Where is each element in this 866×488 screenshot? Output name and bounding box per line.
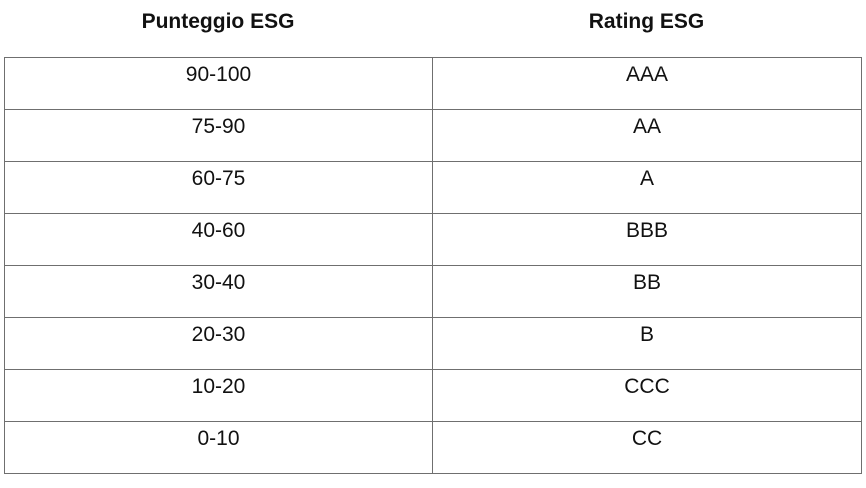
rating-cell: CC xyxy=(432,421,862,474)
score-value: 60-75 xyxy=(191,167,246,190)
rating-value: AAA xyxy=(625,63,669,86)
score-cell: 40-60 xyxy=(4,213,433,266)
score-cell: 30-40 xyxy=(4,265,433,318)
rating-cell: A xyxy=(432,161,862,214)
rating-cell: B xyxy=(432,317,862,370)
score-value: 30-40 xyxy=(191,271,246,294)
rating-value: BB xyxy=(632,271,661,294)
score-cell: 75-90 xyxy=(4,109,433,162)
esg-rating-table: 90-100 AAA 75-90 AA 60-75 A 40-60 BBB 30… xyxy=(4,57,862,474)
rating-cell: BBB xyxy=(432,213,862,266)
table-row: 10-20 CCC xyxy=(4,369,862,422)
table-row: 60-75 A xyxy=(4,161,862,214)
table-row: 75-90 AA xyxy=(4,109,862,162)
score-cell: 10-20 xyxy=(4,369,433,422)
rating-cell: AA xyxy=(432,109,862,162)
table-row: 90-100 AAA xyxy=(4,57,862,110)
table-header: Punteggio ESG Rating ESG xyxy=(4,0,861,57)
header-punteggio-esg: Punteggio ESG xyxy=(141,10,295,33)
rating-cell: BB xyxy=(432,265,862,318)
score-value: 40-60 xyxy=(191,219,246,242)
score-cell: 0-10 xyxy=(4,421,433,474)
rating-cell: AAA xyxy=(432,57,862,110)
score-value: 75-90 xyxy=(191,115,246,138)
table-row: 0-10 CC xyxy=(4,421,862,474)
table-row: 20-30 B xyxy=(4,317,862,370)
rating-value: CC xyxy=(631,427,663,450)
score-cell: 90-100 xyxy=(4,57,433,110)
table-row: 40-60 BBB xyxy=(4,213,862,266)
score-value: 0-10 xyxy=(197,427,240,450)
rating-value: A xyxy=(639,167,654,190)
rating-value: BBB xyxy=(625,219,669,242)
rating-value: CCC xyxy=(624,375,670,398)
rating-value: AA xyxy=(632,115,661,138)
table-row: 30-40 BB xyxy=(4,265,862,318)
score-cell: 60-75 xyxy=(4,161,433,214)
rating-value: B xyxy=(639,323,654,346)
rating-cell: CCC xyxy=(432,369,862,422)
score-value: 20-30 xyxy=(191,323,246,346)
score-value: 90-100 xyxy=(185,63,252,86)
score-cell: 20-30 xyxy=(4,317,433,370)
score-value: 10-20 xyxy=(191,375,246,398)
header-rating-esg: Rating ESG xyxy=(588,10,705,33)
